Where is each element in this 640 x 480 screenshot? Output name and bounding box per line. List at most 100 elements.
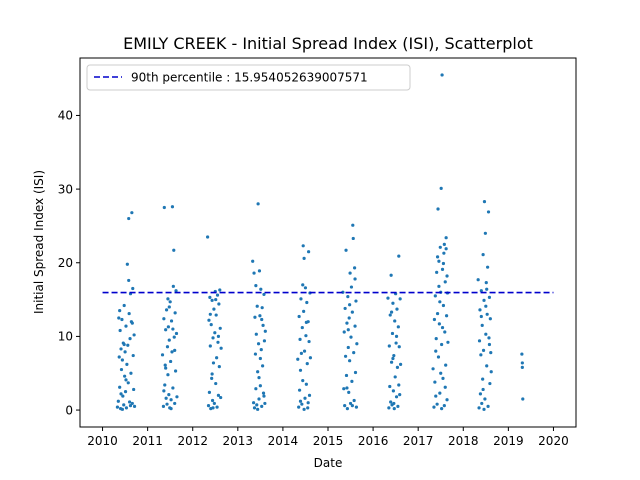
data-point xyxy=(298,368,303,372)
data-point xyxy=(117,316,121,320)
data-point xyxy=(123,350,127,354)
data-point xyxy=(442,404,446,408)
data-point xyxy=(482,298,486,302)
data-point xyxy=(213,331,217,335)
data-point xyxy=(302,309,306,313)
data-point xyxy=(128,400,132,404)
data-point xyxy=(304,382,308,386)
data-point xyxy=(211,406,215,410)
data-point xyxy=(172,335,176,339)
data-point xyxy=(206,235,210,239)
data-point xyxy=(391,389,395,393)
data-point xyxy=(398,297,402,301)
data-point xyxy=(298,337,302,341)
data-point xyxy=(485,287,489,291)
data-point xyxy=(127,311,131,316)
data-point xyxy=(127,216,131,221)
data-point xyxy=(434,337,438,341)
data-point xyxy=(440,406,444,411)
data-point xyxy=(130,401,134,406)
data-point xyxy=(260,306,264,310)
data-point xyxy=(297,314,301,319)
data-point xyxy=(120,407,124,411)
data-point xyxy=(170,350,174,354)
data-point xyxy=(520,365,524,369)
data-point xyxy=(163,383,167,387)
data-point xyxy=(116,399,120,403)
data-point xyxy=(214,313,218,317)
data-point xyxy=(487,295,492,299)
data-point xyxy=(122,403,126,407)
data-point xyxy=(219,395,223,400)
data-point xyxy=(435,270,439,274)
data-point xyxy=(214,381,218,386)
data-point xyxy=(392,401,396,406)
data-point xyxy=(399,362,403,366)
data-point xyxy=(392,406,396,411)
data-point xyxy=(126,343,130,347)
x-tick-label: 2012 xyxy=(177,434,208,448)
x-tick-label: 2017 xyxy=(403,434,434,448)
data-point xyxy=(171,327,175,331)
data-point xyxy=(479,314,483,319)
data-point xyxy=(480,323,484,327)
data-point xyxy=(393,375,397,379)
data-point xyxy=(256,407,260,411)
data-point xyxy=(208,295,212,299)
data-point xyxy=(438,300,442,304)
data-point xyxy=(216,334,221,339)
data-point xyxy=(118,309,122,313)
data-point xyxy=(297,388,302,392)
data-point xyxy=(263,329,267,333)
data-point xyxy=(167,338,171,342)
data-point xyxy=(344,373,349,378)
data-point xyxy=(259,348,263,352)
y-tick-label: 30 xyxy=(58,182,73,196)
data-point xyxy=(257,376,261,380)
data-point xyxy=(487,336,491,340)
data-point xyxy=(302,407,306,411)
data-point xyxy=(353,324,357,328)
data-point xyxy=(489,351,493,355)
data-point xyxy=(477,339,482,343)
data-point xyxy=(168,300,172,304)
data-point xyxy=(262,339,267,343)
data-point xyxy=(160,353,165,357)
data-point xyxy=(342,387,346,391)
data-point xyxy=(343,404,347,408)
y-tick-label: 10 xyxy=(58,330,73,344)
data-point xyxy=(173,348,177,352)
data-point xyxy=(124,378,128,382)
data-point xyxy=(130,211,134,215)
data-point xyxy=(390,331,395,336)
data-point xyxy=(128,404,133,408)
data-point xyxy=(165,402,169,406)
legend-entry-90th-percentile: 90th percentile : 15.954052639007571 xyxy=(131,71,368,85)
data-point xyxy=(121,394,125,398)
data-point xyxy=(132,333,136,337)
data-point xyxy=(218,326,222,330)
data-point xyxy=(253,352,257,356)
data-point xyxy=(173,369,178,373)
data-point xyxy=(254,387,258,391)
data-point xyxy=(212,307,216,311)
data-point xyxy=(210,376,214,380)
data-point xyxy=(169,398,173,402)
data-point xyxy=(216,340,220,344)
data-point xyxy=(120,317,124,322)
data-point xyxy=(387,344,391,348)
x-tick-label: 2010 xyxy=(87,434,118,448)
data-point xyxy=(435,402,439,406)
data-point xyxy=(396,325,400,329)
data-point xyxy=(445,398,449,402)
data-point xyxy=(443,385,447,389)
x-tick-label: 2015 xyxy=(313,434,344,448)
data-point xyxy=(130,321,134,325)
data-point xyxy=(485,364,489,368)
data-point xyxy=(254,283,258,288)
data-point xyxy=(255,403,259,407)
data-point xyxy=(164,366,168,370)
data-point xyxy=(477,406,481,410)
data-point xyxy=(394,395,399,399)
